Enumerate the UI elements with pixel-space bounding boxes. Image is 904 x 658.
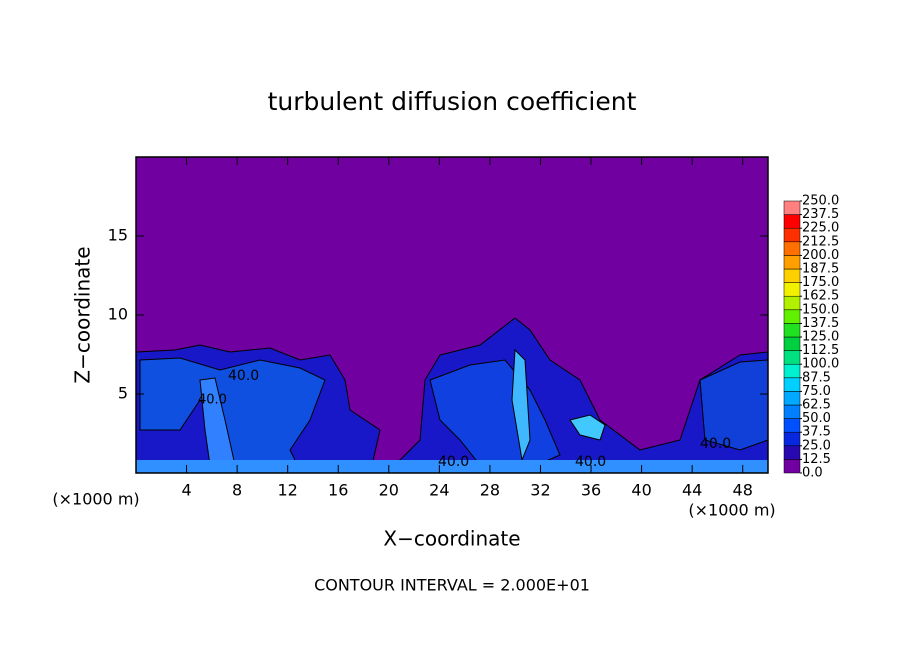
colorbar-label: 212.5 <box>802 234 839 249</box>
contour-label: 40.0 <box>438 454 469 470</box>
y-tick-label: 5 <box>118 384 128 403</box>
colorbar-label: 62.5 <box>802 398 831 413</box>
colorbar-swatch <box>783 459 801 474</box>
colorbar-label: 87.5 <box>802 370 831 385</box>
colorbar-swatch <box>783 282 801 297</box>
colorbar-swatch <box>783 214 801 229</box>
chart-title: turbulent diffusion coefficient <box>268 87 637 116</box>
colorbar-swatch <box>783 363 801 379</box>
colorbar-swatch <box>783 309 801 324</box>
colorbar-label: 175.0 <box>802 275 839 290</box>
colorbar-swatch <box>783 391 801 406</box>
colorbar-label: 0.0 <box>802 466 823 481</box>
x-tick-label: 4 <box>181 481 191 500</box>
colorbar-swatch <box>783 323 801 338</box>
colorbar-label: 225.0 <box>802 221 839 236</box>
contour-label: 40.0 <box>198 393 227 408</box>
y-tick-label: 10 <box>108 305 128 324</box>
colorbar-label: 250.0 <box>802 194 839 209</box>
colorbar-swatch <box>783 350 801 365</box>
colorbar-label: 37.5 <box>802 425 831 440</box>
colorbar-label: 150.0 <box>802 302 839 317</box>
colorbar-label: 162.5 <box>802 289 839 304</box>
colorbar-label: 25.0 <box>802 438 831 453</box>
x-tick-label: 12 <box>278 481 298 500</box>
x-tick-label: 16 <box>328 481 348 500</box>
x-tick-label: 28 <box>480 481 500 500</box>
x-tick-label: 36 <box>581 481 601 500</box>
x-axis-label: X−coordinate <box>383 527 520 551</box>
colorbar-swatch <box>783 295 801 311</box>
x-unit: (×1000 m) <box>688 501 775 520</box>
contour-label: 40.0 <box>575 454 606 470</box>
colorbar-swatch <box>783 445 801 460</box>
colorbar-swatch <box>783 255 801 270</box>
colorbar-swatch <box>783 227 801 243</box>
contour-label: 40.0 <box>228 368 259 384</box>
x-tick-label: 48 <box>733 481 753 500</box>
colorbar-label: 200.0 <box>802 248 839 263</box>
colorbar-label: 237.5 <box>802 207 839 222</box>
colorbar-label: 75.0 <box>802 384 831 399</box>
x-unit: (×1000 m) <box>52 490 139 509</box>
colorbar-label: 100.0 <box>802 357 839 372</box>
colorbar-label: 12.5 <box>802 452 831 467</box>
colorbar-swatch <box>783 404 801 419</box>
x-tick-label: 40 <box>631 481 651 500</box>
colorbar-swatch <box>783 418 801 433</box>
x-tick-label: 8 <box>232 481 242 500</box>
colorbar-swatch <box>783 377 801 392</box>
x-tick-label: 44 <box>682 481 702 500</box>
colorbar-swatch <box>783 241 801 256</box>
colorbar-label: 137.5 <box>802 316 839 331</box>
colorbar-label: 112.5 <box>802 343 839 358</box>
y-tick-label: 15 <box>108 226 128 245</box>
x-tick-label: 32 <box>530 481 550 500</box>
colorbar-swatch <box>783 336 801 351</box>
colorbar-label: 187.5 <box>802 262 839 277</box>
colorbar-label: 125.0 <box>802 330 839 345</box>
colorbar-label: 50.0 <box>802 411 831 426</box>
footer-note: CONTOUR INTERVAL = 2.000E+01 <box>314 576 590 595</box>
colorbar-swatch <box>783 268 801 283</box>
contour-label: 40.0 <box>700 436 731 452</box>
x-tick-label: 24 <box>429 481 449 500</box>
y-axis-label: Z−coordinate <box>71 246 95 383</box>
field-decoration <box>135 317 769 474</box>
colorbar-swatch <box>783 200 801 215</box>
colorbar-swatch <box>783 431 801 447</box>
x-tick-label: 20 <box>379 481 399 500</box>
